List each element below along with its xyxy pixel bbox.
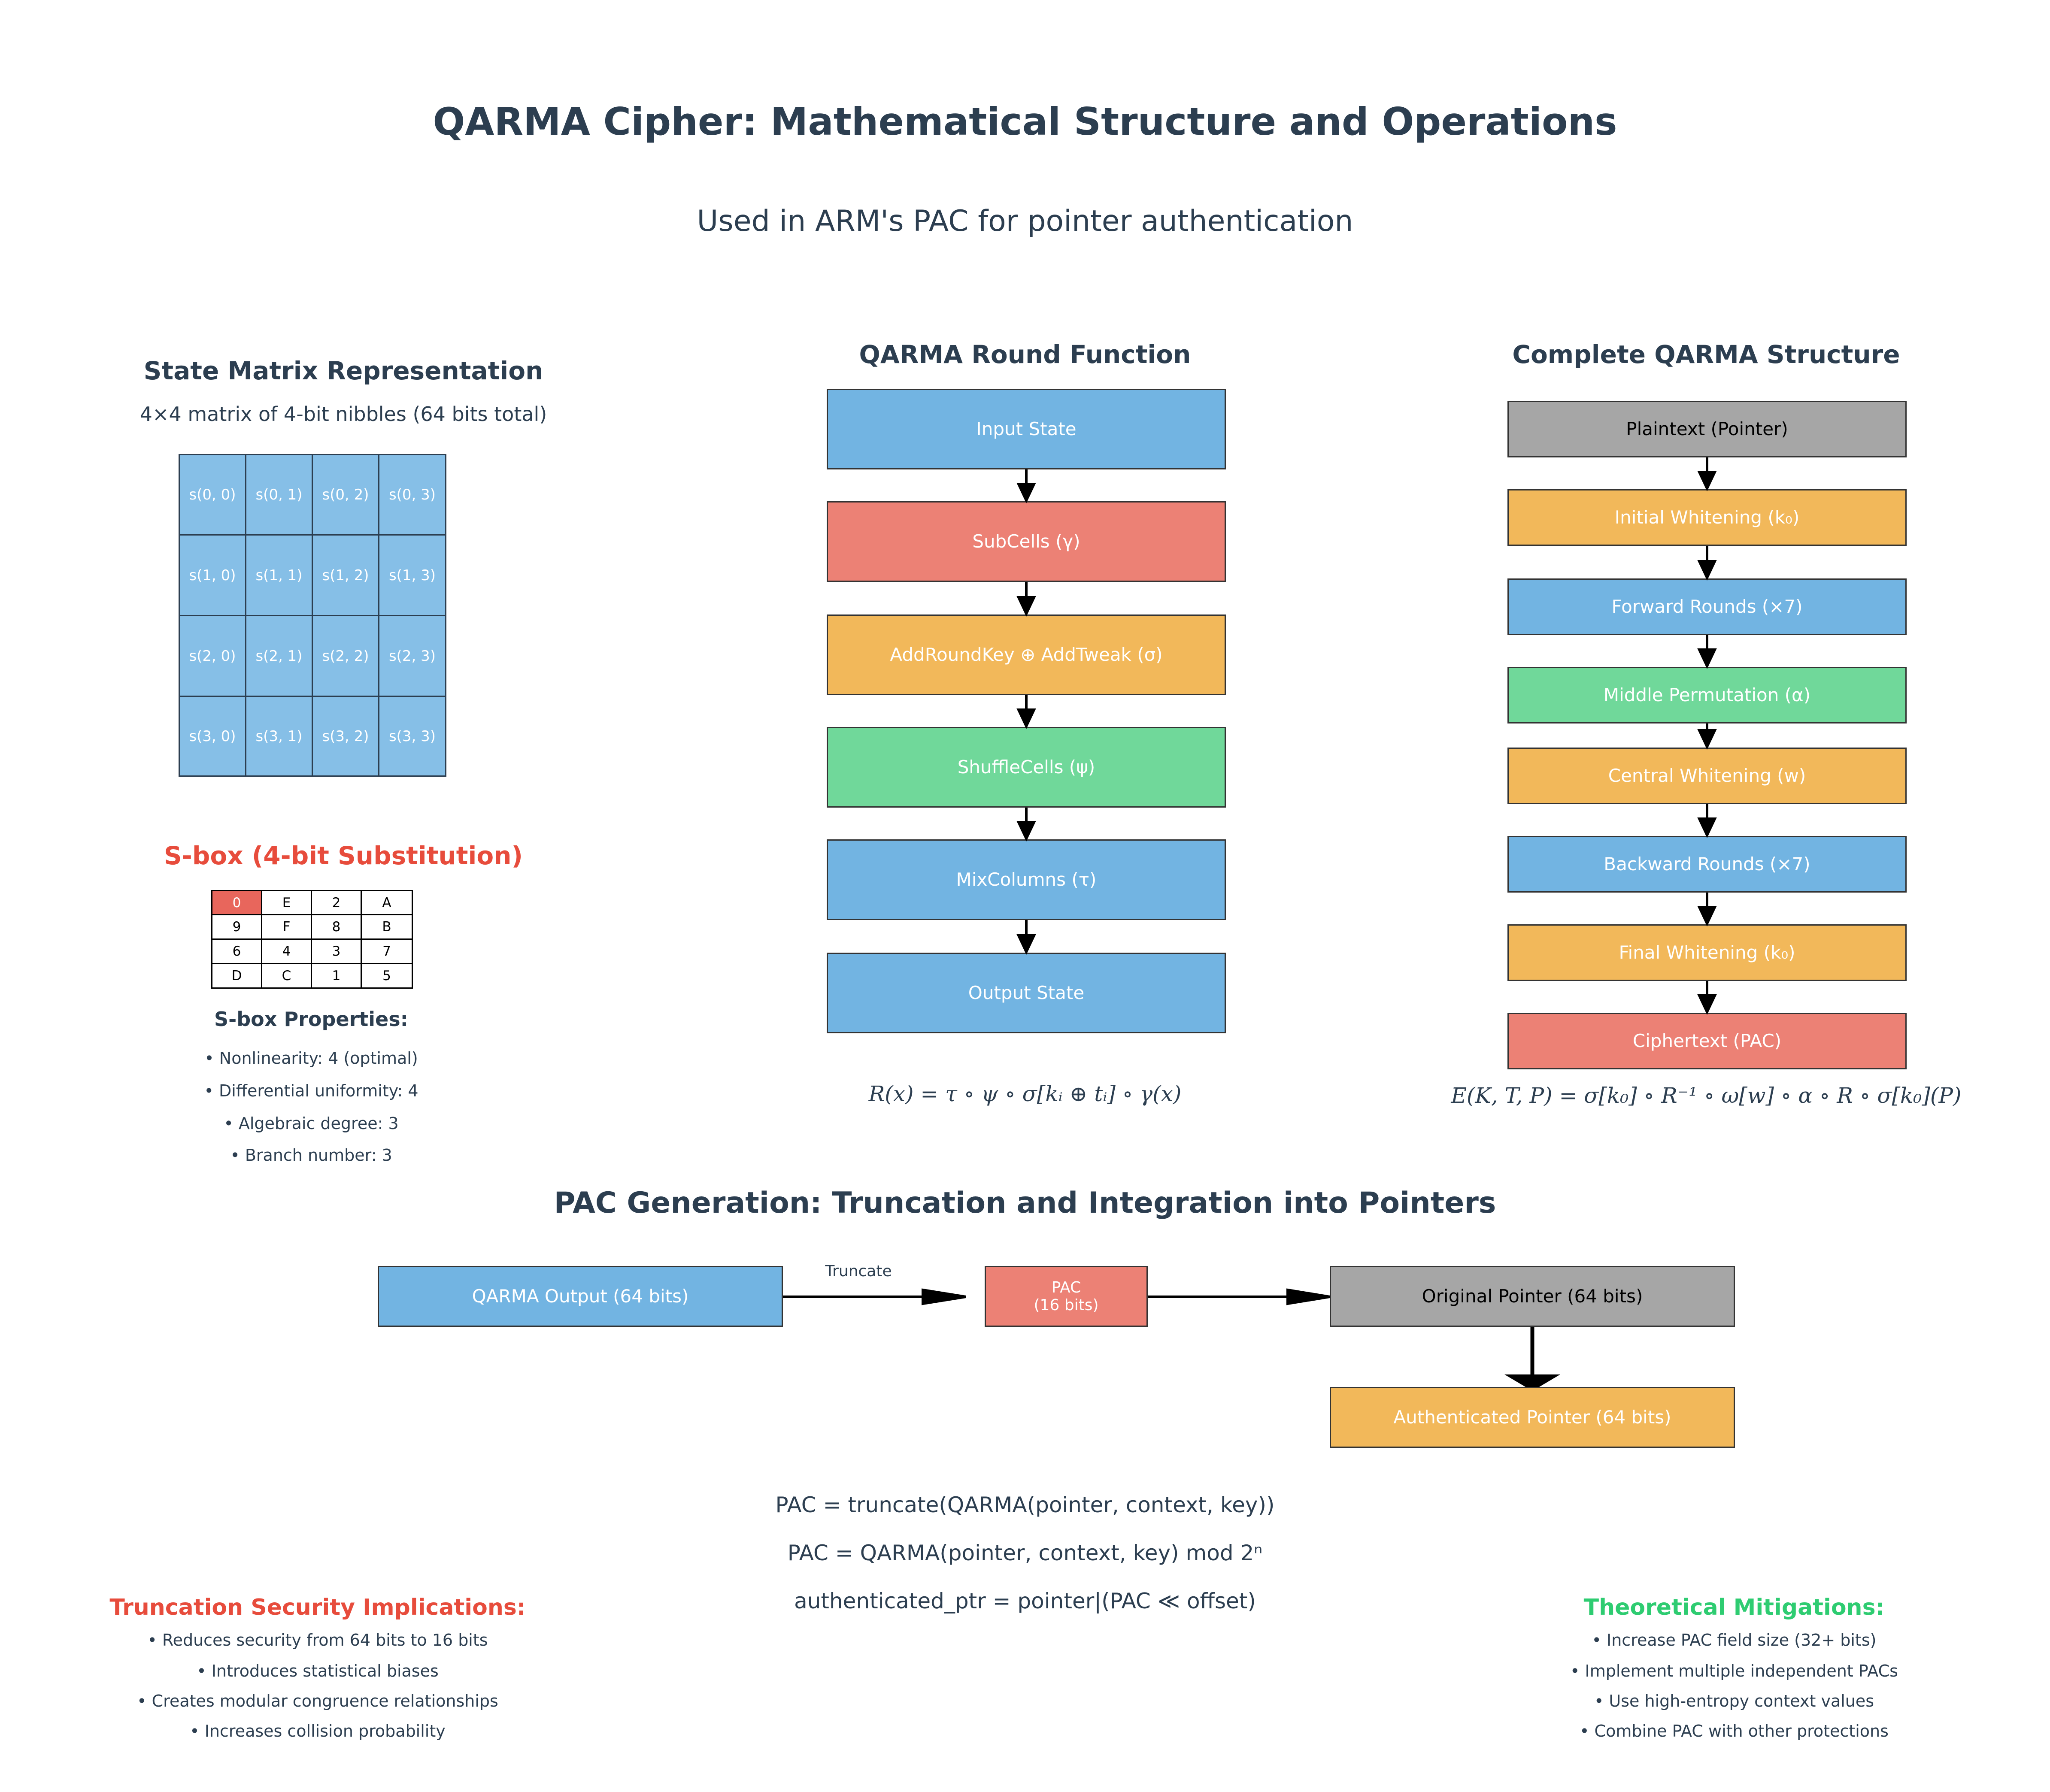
page-title: QARMA Cipher: Mathematical Structure and… (433, 100, 1617, 144)
sbox-table: 0 E 2 A 9 F 8 B 6 4 3 7 D C 1 5 (211, 890, 413, 989)
truncation-item: • Creates modular congruence relationshi… (137, 1692, 498, 1710)
mitigation-item: • Implement multiple independent PACs (1570, 1662, 1898, 1680)
sbox-cell: F (261, 914, 312, 940)
truncation-item: • Increases collision probability (190, 1722, 446, 1741)
state-matrix-caption: 4×4 matrix of 4-bit nibbles (64 bits tot… (139, 403, 547, 426)
sbox-property: • Algebraic degree: 3 (224, 1114, 399, 1133)
state-matrix-title: State Matrix Representation (143, 356, 543, 385)
round-function-title: QARMA Round Function (859, 340, 1191, 369)
structure-step-backward-rounds: Backward Rounds (×7) (1507, 836, 1907, 893)
sbox-cell: D (211, 963, 262, 989)
pac-section-title: PAC Generation: Truncation and Integrati… (554, 1186, 1496, 1220)
pac-formula: PAC = truncate(QARMA(pointer, context, k… (775, 1492, 1275, 1517)
pac-formula: PAC = QARMA(pointer, context, key) mod 2… (787, 1541, 1263, 1565)
structure-step-initial-whitening: Initial Whitening (k₀) (1507, 489, 1907, 546)
truncation-title: Truncation Security Implications: (109, 1595, 526, 1620)
original-pointer-box: Original Pointer (64 bits) (1330, 1266, 1735, 1327)
state-cell: s(3, 3) (378, 696, 446, 777)
mitigation-item: • Increase PAC field size (32+ bits) (1592, 1631, 1877, 1650)
sbox-cell: 5 (361, 963, 413, 989)
authenticated-pointer-box: Authenticated Pointer (64 bits) (1330, 1387, 1735, 1448)
structure-step-middle-permutation: Middle Permutation (α) (1507, 667, 1907, 723)
sbox-property: • Differential uniformity: 4 (204, 1081, 418, 1100)
round-step-subcells: SubCells (γ) (827, 501, 1226, 582)
sbox-property: • Nonlinearity: 4 (optimal) (204, 1049, 418, 1068)
round-step-mixcolumns: MixColumns (τ) (827, 839, 1226, 920)
round-step-addroundkey: AddRoundKey ⊕ AddTweak (σ) (827, 614, 1226, 695)
state-cell: s(1, 2) (312, 534, 379, 616)
pac-box: PAC (16 bits) (985, 1266, 1148, 1327)
sbox-cell: 8 (311, 914, 362, 940)
round-step-shufflecells: ShuffleCells (ψ) (827, 727, 1226, 808)
sbox-cell: C (261, 963, 312, 989)
truncation-item: • Reduces security from 64 bits to 16 bi… (147, 1631, 488, 1650)
sbox-cell: B (361, 914, 413, 940)
sbox-properties-title: S-box Properties: (214, 1008, 408, 1031)
mitigation-item: • Combine PAC with other protections (1580, 1722, 1889, 1741)
round-function-formula: R(x) = τ ∘ ψ ∘ σ[kᵢ ⊕ tᵢ] ∘ γ(x) (868, 1081, 1182, 1106)
state-cell: s(0, 0) (179, 454, 246, 536)
structure-step-plaintext: Plaintext (Pointer) (1507, 401, 1907, 457)
pac-formula: authenticated_ptr = pointer|(PAC ≪ offse… (794, 1589, 1256, 1613)
mitigation-item: • Use high-entropy context values (1594, 1692, 1874, 1710)
state-cell: s(3, 0) (179, 696, 246, 777)
pac-box-label: PAC (1051, 1278, 1081, 1296)
state-matrix: s(0, 0) s(0, 1) s(0, 2) s(0, 3) s(1, 0) … (179, 454, 446, 777)
state-cell: s(2, 3) (378, 615, 446, 697)
mitigations-title: Theoretical Mitigations: (1583, 1595, 1885, 1620)
state-cell: s(3, 2) (312, 696, 379, 777)
sbox-cell: 1 (311, 963, 362, 989)
round-step-output-state: Output State (827, 953, 1226, 1033)
sbox-title: S-box (4-bit Substitution) (164, 841, 523, 870)
truncation-item: • Introduces statistical biases (197, 1662, 439, 1680)
structure-step-ciphertext: Ciphertext (PAC) (1507, 1013, 1907, 1069)
sbox-cell: 0 (211, 890, 262, 915)
structure-formula: E(K, T, P) = σ[k₀] ∘ R⁻¹ ∘ ω[w] ∘ α ∘ R … (1451, 1083, 1962, 1108)
structure-title: Complete QARMA Structure (1512, 340, 1900, 369)
sbox-cell: A (361, 890, 413, 915)
round-step-input-state: Input State (827, 389, 1226, 469)
page-subtitle: Used in ARM's PAC for pointer authentica… (697, 204, 1353, 238)
state-cell: s(2, 1) (245, 615, 313, 697)
sbox-property: • Branch number: 3 (230, 1146, 392, 1165)
state-cell: s(1, 3) (378, 534, 446, 616)
truncate-label: Truncate (825, 1262, 892, 1280)
qarma-output-box: QARMA Output (64 bits) (378, 1266, 783, 1327)
pac-box-size: (16 bits) (1034, 1296, 1099, 1314)
structure-step-central-whitening: Central Whitening (w) (1507, 748, 1907, 804)
structure-step-forward-rounds: Forward Rounds (×7) (1507, 578, 1907, 635)
